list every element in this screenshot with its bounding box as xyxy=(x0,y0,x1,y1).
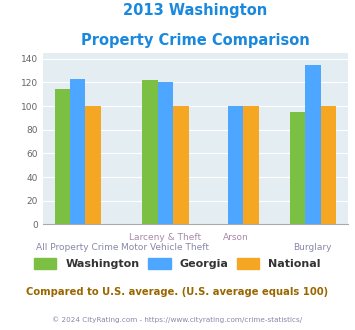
Bar xyxy=(290,112,305,224)
Text: Larceny & Theft: Larceny & Theft xyxy=(129,233,202,242)
Text: Burglary: Burglary xyxy=(294,243,332,251)
Bar xyxy=(243,106,259,224)
Text: Arson: Arson xyxy=(223,233,248,242)
Text: Property Crime Comparison: Property Crime Comparison xyxy=(81,33,310,48)
Bar xyxy=(55,89,70,224)
Bar xyxy=(173,106,189,224)
Bar xyxy=(158,82,173,224)
Text: 2013 Washington: 2013 Washington xyxy=(123,3,267,18)
Text: Motor Vehicle Theft: Motor Vehicle Theft xyxy=(121,243,209,251)
Bar xyxy=(321,106,336,224)
Bar xyxy=(86,106,101,224)
Text: Compared to U.S. average. (U.S. average equals 100): Compared to U.S. average. (U.S. average … xyxy=(26,287,329,297)
Bar xyxy=(142,80,158,224)
Text: © 2024 CityRating.com - https://www.cityrating.com/crime-statistics/: © 2024 CityRating.com - https://www.city… xyxy=(53,317,302,323)
Bar xyxy=(70,79,86,224)
Bar xyxy=(305,65,321,224)
Bar xyxy=(228,106,243,224)
Text: All Property Crime: All Property Crime xyxy=(37,243,119,251)
Legend: Washington, Georgia, National: Washington, Georgia, National xyxy=(30,253,325,273)
